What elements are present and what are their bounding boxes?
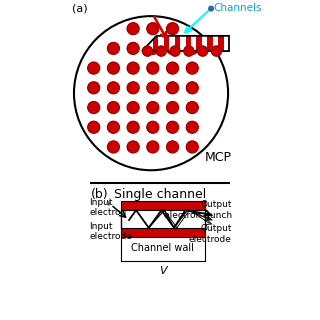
Circle shape [127, 102, 139, 113]
Polygon shape [196, 36, 202, 51]
Text: Channels: Channels [214, 3, 262, 13]
Text: Input
electrode: Input electrode [90, 221, 132, 241]
Bar [121, 201, 205, 210]
Polygon shape [142, 36, 148, 51]
Circle shape [127, 141, 139, 153]
Circle shape [167, 141, 179, 153]
Circle shape [108, 102, 119, 113]
Text: Single channel: Single channel [114, 188, 206, 201]
Circle shape [147, 62, 159, 74]
Polygon shape [218, 36, 224, 51]
Circle shape [147, 102, 159, 113]
Circle shape [127, 82, 139, 94]
Text: Channel wall: Channel wall [132, 243, 194, 253]
Circle shape [198, 46, 208, 56]
Circle shape [108, 62, 119, 74]
Circle shape [142, 46, 152, 56]
Circle shape [127, 62, 139, 74]
Circle shape [88, 62, 100, 74]
Circle shape [186, 82, 198, 94]
Text: (a): (a) [72, 4, 88, 13]
Circle shape [167, 102, 179, 113]
Circle shape [108, 141, 119, 153]
Circle shape [186, 121, 198, 133]
Circle shape [186, 102, 198, 113]
Circle shape [167, 23, 179, 35]
Circle shape [127, 43, 139, 54]
Circle shape [184, 46, 194, 56]
Polygon shape [153, 36, 158, 51]
Circle shape [107, 202, 110, 205]
Circle shape [156, 46, 166, 56]
Circle shape [108, 43, 119, 54]
Circle shape [147, 121, 159, 133]
Circle shape [147, 43, 159, 54]
Circle shape [88, 82, 100, 94]
Bar [121, 228, 205, 237]
Circle shape [88, 102, 100, 113]
Polygon shape [175, 36, 180, 51]
Polygon shape [142, 36, 229, 51]
Circle shape [88, 121, 100, 133]
Circle shape [170, 46, 180, 56]
Circle shape [108, 82, 119, 94]
Circle shape [147, 82, 159, 94]
Circle shape [167, 82, 179, 94]
Circle shape [186, 141, 198, 153]
Circle shape [212, 46, 221, 56]
Text: Input
electron: Input electron [90, 198, 127, 217]
Polygon shape [186, 36, 191, 51]
Circle shape [147, 141, 159, 153]
Polygon shape [164, 36, 169, 51]
Circle shape [167, 43, 179, 54]
Circle shape [186, 43, 198, 54]
Circle shape [186, 62, 198, 74]
Circle shape [127, 121, 139, 133]
Circle shape [167, 62, 179, 74]
Polygon shape [207, 36, 213, 51]
Text: MCP: MCP [205, 151, 232, 164]
Circle shape [147, 23, 159, 35]
Circle shape [108, 121, 119, 133]
Circle shape [127, 23, 139, 35]
Text: Output
electron bunch: Output electron bunch [164, 200, 232, 220]
Text: (b): (b) [91, 188, 108, 201]
Circle shape [209, 6, 213, 11]
Text: Output
electrode: Output electrode [189, 224, 232, 244]
Circle shape [167, 121, 179, 133]
Text: V: V [159, 266, 167, 276]
